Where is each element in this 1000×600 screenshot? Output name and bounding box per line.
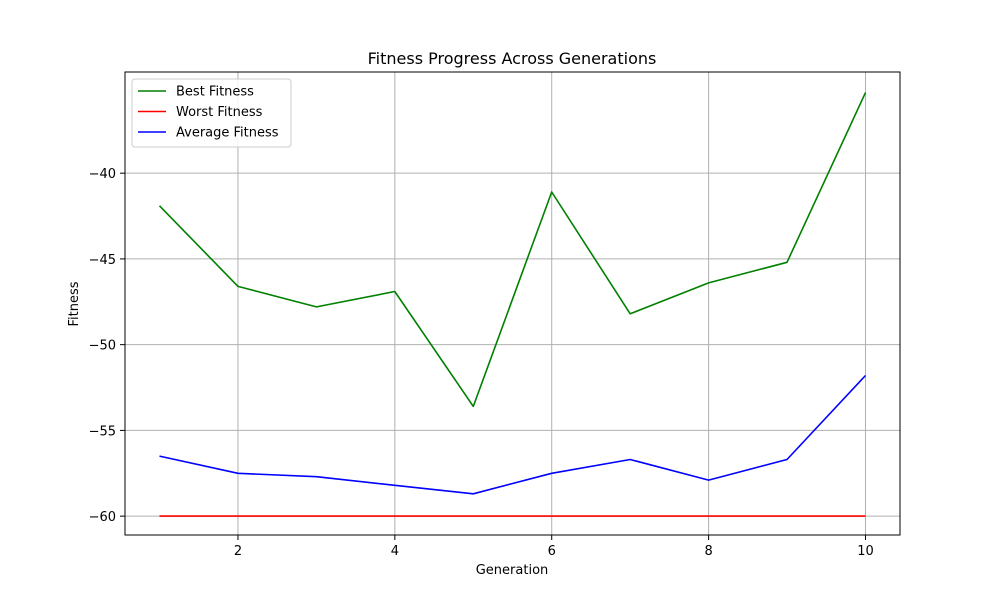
legend: Best Fitness Worst Fitness Average Fitness (131, 78, 292, 148)
legend-label: Best Fitness (176, 85, 254, 100)
x-tick-label: 10 (857, 544, 874, 559)
x-axis-ticks: 2 4 6 8 10 (234, 535, 874, 559)
x-tick-label: 2 (234, 544, 242, 559)
series-lines (158, 92, 867, 517)
y-tick-label: −55 (89, 424, 116, 439)
legend-box (131, 78, 292, 148)
y-tick-label: −50 (89, 339, 116, 354)
legend-label: Worst Fitness (176, 105, 263, 120)
x-tick-label: 4 (391, 544, 399, 559)
series-line-average-fitness (159, 374, 867, 495)
x-axis-label: Generation (476, 563, 549, 578)
y-tick-label: −60 (89, 510, 116, 525)
y-axis-ticks: −60 −55 −50 −45 −40 (89, 167, 125, 525)
y-tick-label: −45 (89, 253, 116, 268)
y-axis-label: Fitness (67, 281, 82, 326)
y-tick-label: −40 (89, 167, 116, 182)
x-tick-label: 8 (704, 544, 712, 559)
legend-label: Average Fitness (176, 126, 279, 141)
x-tick-label: 6 (548, 544, 556, 559)
plot-frame (124, 71, 901, 536)
chart-title: Fitness Progress Across Generations (368, 49, 657, 68)
series-line-best-fitness (158, 92, 867, 408)
